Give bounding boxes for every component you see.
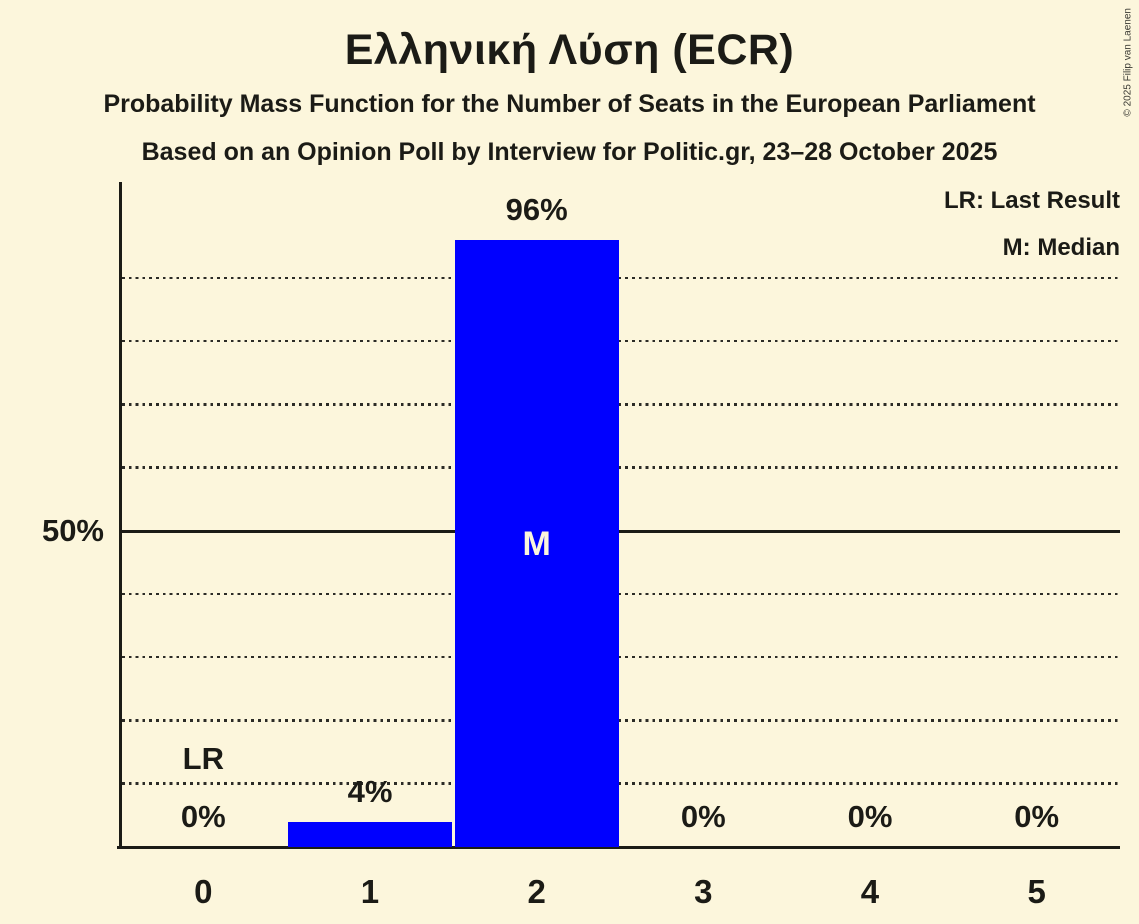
- x-axis-label-4: 4: [860, 873, 880, 910]
- gridline-30pct: [122, 655, 1120, 659]
- gridline-90pct: [122, 276, 1120, 280]
- bar-value-label-seat-4: 0%: [847, 799, 893, 834]
- bar-seat-2: [454, 240, 619, 847]
- legend-median: M: Median: [1002, 234, 1120, 261]
- y-axis-tick-label: 50%: [41, 513, 104, 548]
- bar-seat-1: [288, 821, 452, 847]
- gridline-50pct-solid: [120, 529, 1120, 533]
- x-axis-label-0: 0: [194, 873, 213, 910]
- chart-title: Ελληνική Λύση (ECR): [344, 26, 795, 74]
- gridline-80pct: [122, 339, 1120, 343]
- bar-value-label-seat-5: 0%: [1014, 799, 1060, 834]
- bar-value-label-seat-2: 96%: [505, 192, 568, 228]
- last-result-marker: LR: [182, 741, 224, 776]
- chart-subtitle: Probability Mass Function for the Number…: [103, 90, 1036, 118]
- x-axis-line: [117, 845, 1120, 849]
- gridline-60pct: [122, 466, 1120, 469]
- legend-last-result: LR: Last Result: [943, 187, 1120, 214]
- x-axis-label-3: 3: [694, 873, 713, 910]
- gridline-70pct: [122, 403, 1120, 406]
- y-axis-line: [118, 182, 122, 849]
- x-axis-label-2: 2: [527, 873, 546, 910]
- x-axis-label-1: 1: [360, 873, 380, 910]
- gridline-10pct: [122, 782, 1120, 785]
- chart-poll-source: Based on an Opinion Poll by Interview fo…: [141, 138, 998, 166]
- bar-value-label-seat-1: 4%: [347, 773, 393, 809]
- bar-value-label-seat-3: 0%: [680, 799, 726, 834]
- x-axis-label-5: 5: [1027, 873, 1046, 910]
- bar-value-label-seat-0: 0%: [180, 799, 226, 834]
- median-marker: M: [522, 524, 551, 563]
- gridline-20pct: [122, 719, 1120, 722]
- gridline-40pct: [122, 592, 1120, 596]
